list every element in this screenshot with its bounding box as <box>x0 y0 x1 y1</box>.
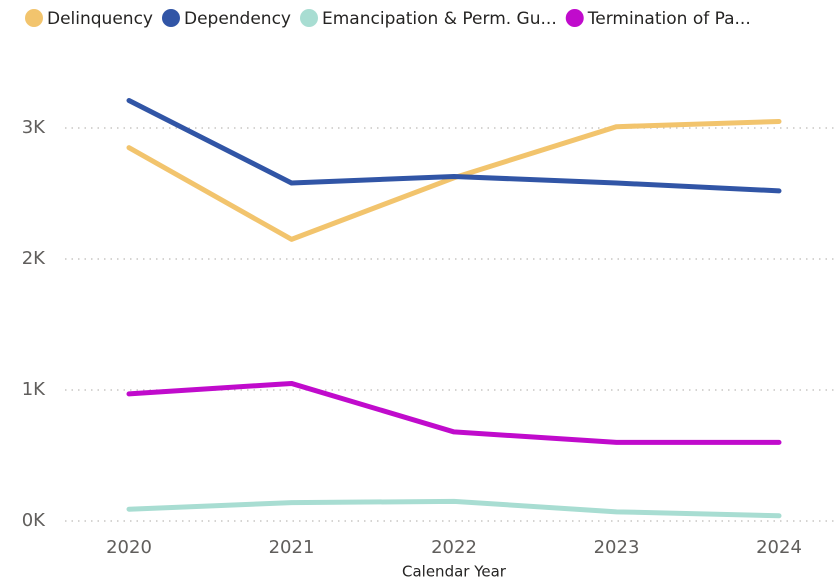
x-tick-label: 2024 <box>756 537 802 558</box>
series-line <box>126 380 782 445</box>
legend-marker <box>300 9 318 27</box>
x-tick-label: 2023 <box>594 537 640 558</box>
x-axis-title: Calendar Year <box>402 563 507 581</box>
series-line <box>126 97 782 194</box>
legend-label: Emancipation & Perm. Gu... <box>322 9 557 29</box>
legend-label: Dependency <box>184 9 291 29</box>
y-tick-label: 3K <box>22 117 46 138</box>
x-tick-label: 2022 <box>431 537 477 558</box>
legend-marker <box>161 9 180 27</box>
legend-marker <box>25 9 43 27</box>
legend-label: Termination of Pa... <box>587 9 751 29</box>
legend-label: Delinquency <box>47 9 153 29</box>
y-tick-label: 2K <box>22 248 46 269</box>
y-tick-label: 1K <box>22 379 46 400</box>
legend-marker <box>565 9 584 27</box>
x-tick-label: 2020 <box>106 537 152 558</box>
series-line <box>126 498 782 519</box>
x-tick-label: 2021 <box>269 537 315 558</box>
series-line <box>126 118 782 242</box>
y-tick-label: 0K <box>22 510 46 531</box>
